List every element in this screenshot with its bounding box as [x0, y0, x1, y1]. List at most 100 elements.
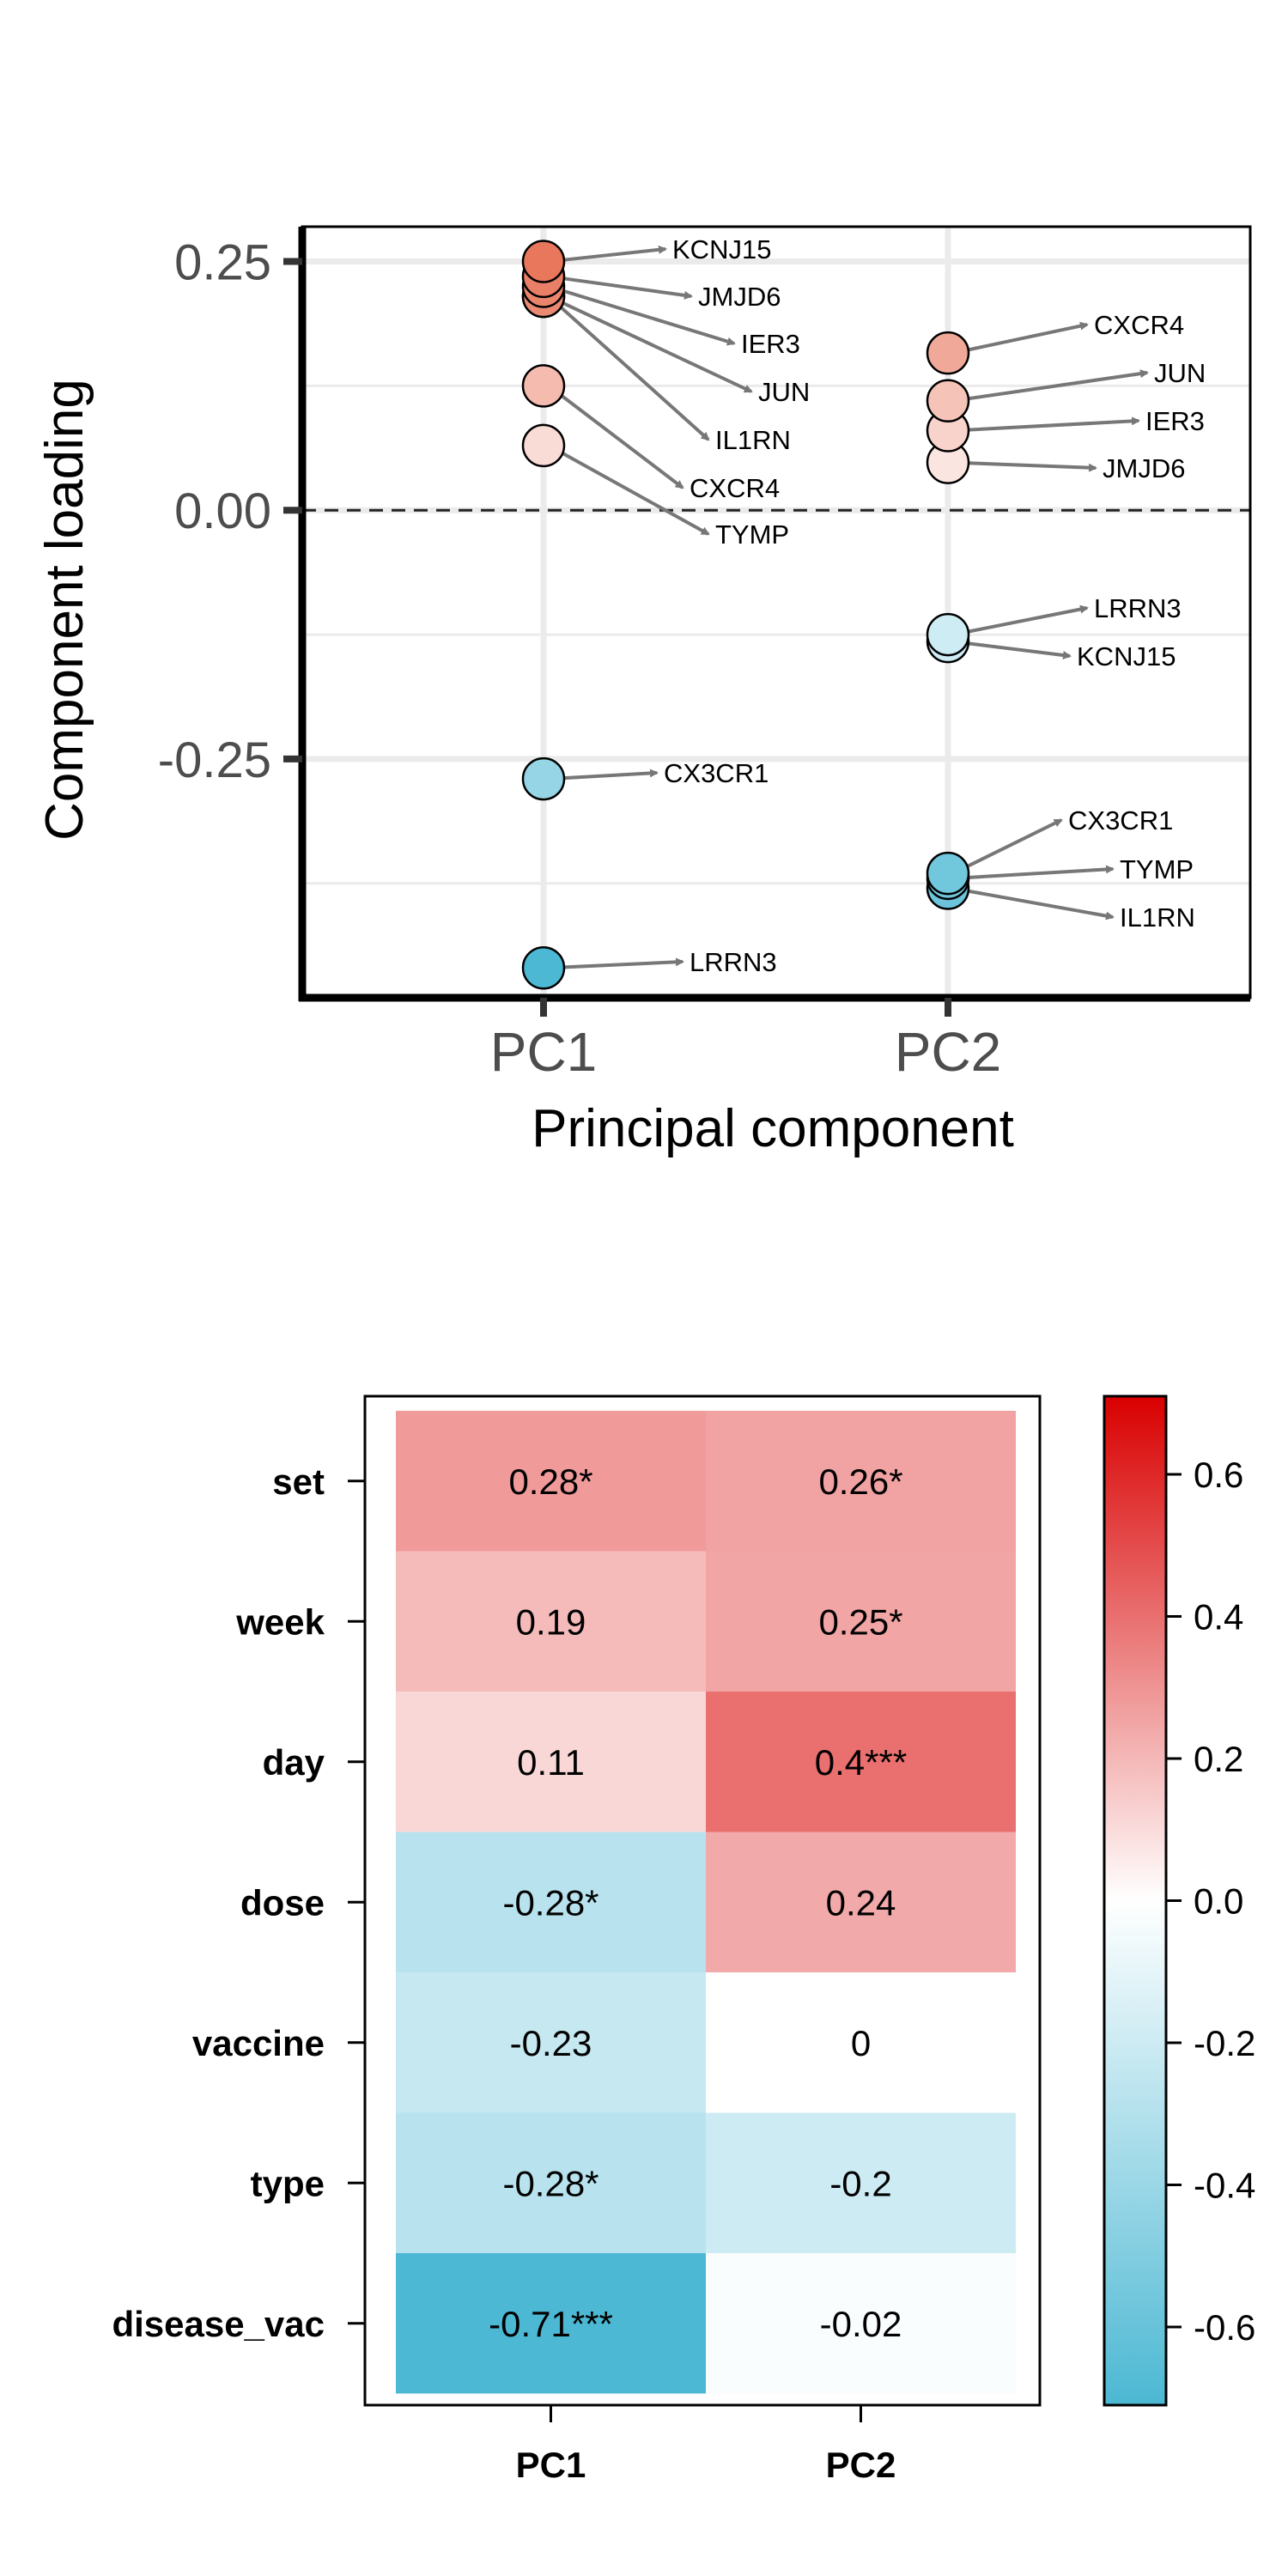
x-tick-label: PC1	[490, 1021, 598, 1083]
gene-label-il1rn: IL1RN	[1120, 902, 1195, 933]
loading-point-cxcr4	[521, 364, 566, 408]
gene-arrow	[952, 640, 1072, 659]
colorbar-tick-label: -0.2	[1194, 2023, 1255, 2063]
gene-label-jun: JUN	[758, 377, 810, 407]
heatmap-cell-label: 0	[851, 2023, 871, 2063]
gene-arrow	[952, 460, 1097, 472]
gene-label-kcnj15: KCNJ15	[672, 234, 771, 264]
loading-points	[521, 240, 970, 990]
gene-arrow	[548, 957, 684, 970]
gene-label-ier3: IER3	[741, 329, 800, 359]
heatmap-cell-label: 0.4***	[815, 1742, 907, 1783]
heatmap-cell	[396, 1692, 706, 1832]
column-label-pc2: PC2	[826, 2445, 896, 2485]
heatmap-cell	[706, 1832, 1016, 1972]
gene-arrow	[548, 444, 710, 536]
row-label-disease_vac: disease_vac	[112, 2304, 325, 2344]
gene-label-cxcr4: CXCR4	[690, 473, 780, 503]
gene-arrow	[952, 369, 1149, 403]
gene-arrow	[952, 321, 1089, 355]
gene-label-tymp: TYMP	[1120, 854, 1194, 884]
y-tick-label: 0.25	[174, 235, 271, 291]
heatmap-cell	[706, 1551, 1016, 1692]
colorbar-tick-label: 0.2	[1194, 1739, 1243, 1779]
gene-arrow	[547, 384, 684, 489]
row-label-dose: dose	[240, 1882, 325, 1923]
x-tick-label: PC2	[895, 1021, 1002, 1083]
colorbar-tick-label: -0.6	[1194, 2307, 1255, 2348]
heatmap-cell	[396, 2112, 706, 2253]
gene-label-cxcr4: CXCR4	[1094, 310, 1184, 340]
heatmap-frame	[363, 1394, 1042, 2407]
heatmap-column-labels: PC1 PC2	[516, 2405, 896, 2485]
gene-arrow	[547, 295, 710, 441]
heatmap-cell	[396, 1972, 706, 2113]
correlation-heatmap-panel: 0.28* 0.26* 0.19 0.25* 0.11 0.4*** -0.28* 0.24 -…	[112, 1394, 1255, 2485]
heatmap-cell	[396, 1411, 706, 1552]
gene-arrow	[952, 865, 1115, 880]
colorbar-tick-label: 0.0	[1194, 1881, 1243, 1922]
gene-arrow	[952, 886, 1115, 920]
colorbar-tick-label: -0.4	[1194, 2165, 1255, 2205]
loading-point-lrrn3	[521, 945, 566, 990]
loading-scatter-panel: 0.25 0.00 -0.25 PC1 PC2 KCNJ15 JMJD6 IER3 JUN IL…	[35, 225, 1252, 1158]
heatmap-cell	[706, 1972, 1016, 2113]
heatmap-row-labels: set week day dose vaccine type disease_vac	[112, 1461, 365, 2344]
gene-arrow	[548, 769, 659, 781]
heatmap-cell	[396, 1832, 706, 1972]
gene-label-il1rn: IL1RN	[715, 425, 791, 455]
gene-label-jmjd6: JMJD6	[698, 282, 781, 312]
heatmap-cell-label: -0.02	[820, 2304, 902, 2344]
x-axis-title: Principal component	[532, 1099, 1014, 1158]
heatmap-cell-label: -0.71***	[489, 2304, 613, 2344]
scatter-ticks: 0.25 0.00 -0.25 PC1 PC2	[158, 235, 1001, 1083]
heatmap-cell	[706, 1692, 1016, 1832]
gene-label-jun: JUN	[1154, 358, 1206, 388]
heatmap-cell-label: 0.28*	[508, 1461, 592, 1502]
y-axis-title: Component loading	[35, 379, 94, 841]
gene-arrow	[952, 818, 1063, 875]
loading-point-cx3cr1	[521, 756, 566, 801]
heatmap-cell-label: -0.2	[829, 2163, 891, 2203]
heatmap-cell-label: -0.28*	[502, 1882, 598, 1923]
scatter-frame	[298, 225, 1252, 1002]
loading-point-cx3cr1	[926, 851, 970, 896]
heatmap-cell-label: 0.26*	[818, 1461, 902, 1502]
gene-label-cx3cr1: CX3CR1	[664, 758, 769, 788]
heatmap-cell-label: 0.19	[516, 1601, 586, 1642]
loading-point-cxcr4	[926, 331, 970, 375]
colorbar-tick-label: 0.6	[1194, 1455, 1243, 1495]
loading-point-kcnj15	[521, 240, 566, 283]
gene-label-lrrn3: LRRN3	[690, 947, 777, 977]
loading-point-jun	[926, 379, 970, 423]
gene-label-kcnj15: KCNJ15	[1077, 641, 1176, 671]
heatmap-cell	[706, 1411, 1016, 1552]
gene-label-tymp: TYMP	[715, 519, 789, 550]
gene-arrow	[548, 245, 667, 264]
row-label-week: week	[235, 1601, 325, 1642]
row-label-set: set	[272, 1461, 325, 1502]
row-label-type: type	[251, 2163, 325, 2203]
gene-label-jmjd6: JMJD6	[1103, 453, 1185, 483]
gene-arrow	[952, 416, 1140, 433]
heatmap-cell-label: -0.28*	[502, 2163, 598, 2203]
gene-arrow	[952, 605, 1089, 637]
gene-label-lrrn3: LRRN3	[1094, 593, 1182, 623]
gene-label-cx3cr1: CX3CR1	[1068, 805, 1173, 835]
y-tick-label: -0.25	[158, 732, 271, 788]
row-label-vaccine: vaccine	[192, 2023, 325, 2063]
scatter-grid	[302, 227, 1250, 998]
row-label-day: day	[263, 1742, 325, 1783]
gene-arrow	[548, 274, 693, 300]
column-label-pc1: PC1	[516, 2445, 586, 2485]
colorbar	[1103, 1394, 1168, 2407]
gene-arrow	[548, 295, 753, 393]
heatmap-cell-label: -0.23	[510, 2023, 592, 2063]
colorbar-ticks: 0.6 0.4 0.2 0.0 -0.2 -0.4 -0.6	[1166, 1455, 1255, 2348]
heatmap-cell	[396, 1551, 706, 1692]
heatmap-cell	[706, 2253, 1016, 2394]
gene-arrows	[547, 245, 1149, 970]
heatmap-cell	[396, 2253, 706, 2394]
heatmap-cell-label: 0.24	[826, 1882, 896, 1923]
